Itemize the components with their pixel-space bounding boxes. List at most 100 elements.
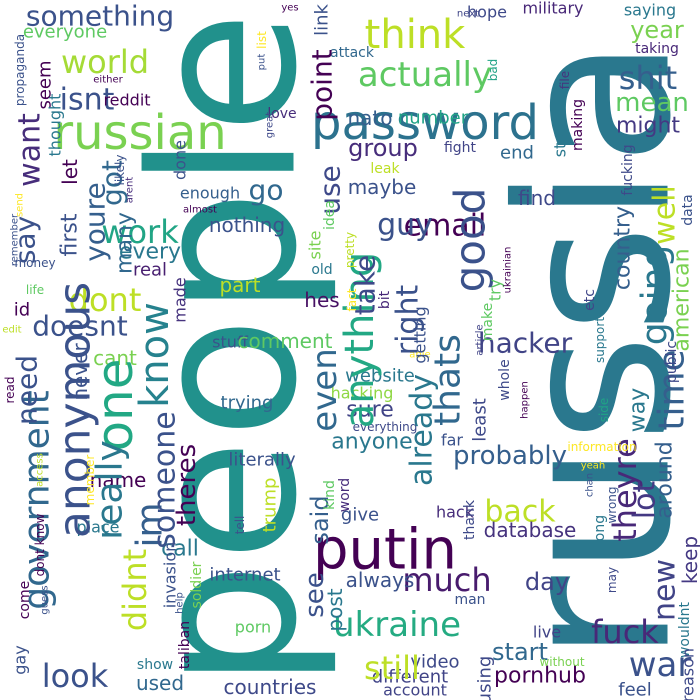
word: russia	[473, 37, 700, 662]
word: id	[14, 300, 30, 321]
word: trying	[221, 393, 274, 414]
word: already	[405, 374, 440, 486]
word: almost	[183, 205, 217, 216]
word: sure	[346, 398, 394, 423]
word: putin	[313, 518, 457, 583]
word: even	[305, 348, 345, 432]
word: year	[630, 16, 684, 44]
word: read	[3, 376, 17, 403]
word: got	[96, 160, 129, 206]
word: support	[593, 317, 607, 363]
word: nato	[347, 106, 392, 130]
word: cant	[93, 346, 137, 370]
word: part	[219, 273, 260, 297]
word: around	[653, 441, 678, 518]
word: happen	[520, 381, 531, 419]
word: go	[249, 174, 284, 207]
word: bit	[377, 290, 393, 309]
word: account	[383, 681, 447, 700]
word: internet	[209, 565, 280, 586]
word: etc	[582, 289, 598, 311]
word: want	[13, 113, 48, 187]
word: first	[58, 213, 83, 256]
word: right	[391, 285, 426, 356]
word: russian	[53, 105, 226, 161]
word: use	[314, 165, 347, 215]
word: may	[605, 567, 619, 593]
word: look	[42, 657, 109, 695]
word: bad	[486, 59, 500, 82]
word: mean	[615, 88, 689, 118]
word: hes	[304, 288, 339, 312]
word: hacking	[331, 384, 394, 403]
word: anonymous	[50, 282, 101, 538]
word: nothing	[209, 213, 285, 237]
word: able	[409, 350, 430, 361]
word: countries	[224, 675, 317, 699]
word: done	[171, 140, 190, 180]
word: email	[404, 209, 487, 244]
word: theyre	[606, 438, 644, 542]
word: enough	[180, 184, 240, 203]
word: place	[76, 518, 119, 537]
word: say	[9, 216, 42, 264]
word: maybe	[348, 175, 417, 199]
word: trump	[260, 478, 281, 533]
word: find	[518, 186, 556, 210]
word: thank	[462, 499, 478, 540]
word: post	[323, 588, 347, 631]
word: propaganda	[13, 34, 27, 106]
word: site	[306, 231, 325, 260]
word: chan	[585, 473, 596, 497]
word: comment	[237, 329, 332, 353]
word: know	[132, 302, 178, 408]
word: yes	[281, 3, 298, 14]
word: video	[410, 652, 459, 673]
word: side	[597, 398, 611, 423]
word: list	[255, 31, 269, 49]
word: dont	[69, 281, 142, 319]
word: said	[306, 495, 334, 544]
word: fuck	[591, 613, 659, 651]
word: point	[306, 49, 339, 120]
word: made	[171, 277, 190, 322]
word: make	[480, 303, 496, 341]
word: might	[616, 114, 680, 139]
word: government	[17, 390, 58, 609]
word: money	[14, 256, 55, 270]
word: way	[626, 388, 651, 433]
word: isnt	[60, 83, 115, 118]
word: help	[175, 592, 186, 614]
word: leak	[370, 161, 400, 177]
word: taliban	[177, 621, 193, 669]
word: time	[652, 349, 693, 430]
word: military	[522, 0, 583, 18]
word: keep	[678, 536, 700, 584]
word: pornhub	[494, 664, 586, 689]
word: theres	[172, 444, 202, 526]
word: making	[570, 99, 586, 151]
word: word	[337, 478, 353, 512]
word: back	[484, 495, 556, 530]
word: anything	[337, 252, 383, 428]
word: try	[486, 279, 505, 301]
word: well	[648, 185, 683, 245]
word: work	[101, 213, 179, 251]
word: send	[15, 193, 26, 217]
word: remember	[10, 213, 21, 266]
word: file	[558, 71, 572, 89]
word: reddit	[103, 91, 150, 110]
word: im	[130, 502, 171, 547]
word: feel	[618, 680, 652, 700]
word: call	[161, 537, 199, 562]
word: reason	[679, 648, 698, 700]
word: link	[312, 4, 333, 36]
word: hack	[436, 503, 475, 522]
word: live	[533, 623, 561, 642]
word: good	[446, 188, 495, 293]
word: still	[364, 649, 420, 687]
word: real	[133, 260, 167, 281]
word: people	[109, 11, 342, 689]
word: old	[311, 262, 332, 278]
word: different	[372, 667, 448, 688]
